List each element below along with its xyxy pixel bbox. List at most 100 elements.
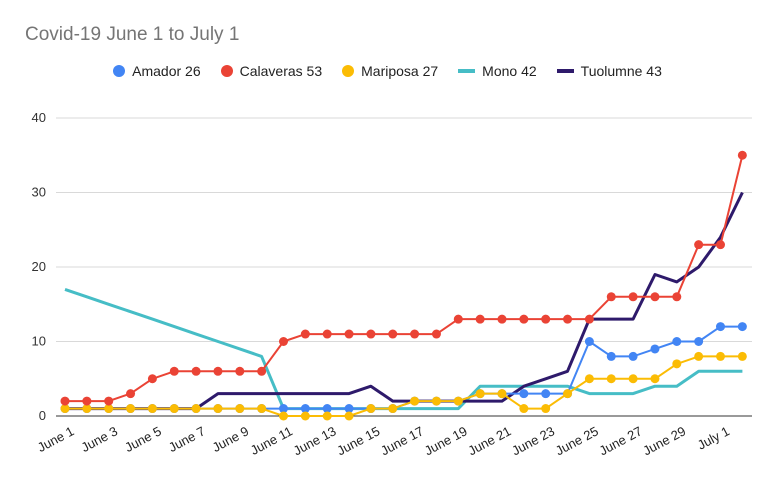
y-tick-label: 10	[32, 334, 46, 349]
x-tick-label: June 21	[466, 423, 514, 458]
x-tick-label: June 17	[378, 423, 426, 458]
data-point-mariposa	[366, 404, 376, 414]
data-point-calaveras	[126, 389, 136, 399]
data-point-calaveras	[388, 329, 398, 339]
chart-legend: Amador 26 Calaveras 53 Mariposa 27 Mono …	[0, 63, 775, 79]
data-point-amador	[541, 389, 551, 399]
data-point-amador	[628, 351, 638, 361]
y-tick-label: 40	[32, 110, 46, 125]
data-point-calaveras	[410, 329, 420, 339]
data-point-amador	[519, 389, 529, 399]
x-tick-label: June 9	[210, 423, 252, 455]
data-point-calaveras	[213, 366, 223, 376]
data-point-mariposa	[497, 389, 507, 399]
data-point-amador	[584, 337, 594, 346]
data-point-mariposa	[519, 404, 529, 414]
data-point-mariposa	[60, 404, 70, 414]
series-line-mariposa	[65, 355, 743, 417]
x-tick-label: June 29	[640, 423, 688, 458]
legend-item-tuolumne[interactable]: Tuolumne 43	[556, 63, 662, 79]
legend-label-calaveras: Calaveras 53	[239, 63, 323, 79]
data-point-amador	[279, 404, 288, 414]
y-tick-label: 0	[39, 408, 46, 423]
data-point-calaveras	[497, 314, 507, 324]
legend-marker-mariposa	[342, 65, 355, 77]
legend-label-mono: Mono 42	[482, 63, 537, 79]
data-point-amador	[606, 351, 616, 361]
data-point-amador	[737, 322, 747, 332]
legend-marker-amador	[113, 65, 126, 77]
legend-item-calaveras[interactable]: Calaveras 53	[220, 63, 323, 79]
data-point-mariposa	[672, 359, 682, 369]
data-point-calaveras	[169, 366, 179, 376]
legend-label-mariposa: Mariposa 27	[361, 63, 439, 79]
data-point-calaveras	[279, 337, 288, 346]
legend-marker-mono	[458, 69, 476, 73]
legend-label-tuolumne: Tuolumne 43	[580, 63, 662, 79]
legend-item-mariposa[interactable]: Mariposa 27	[342, 63, 438, 79]
data-point-mariposa	[650, 374, 660, 384]
data-point-calaveras	[147, 374, 157, 384]
data-point-mariposa	[213, 404, 223, 414]
data-point-calaveras	[672, 292, 682, 302]
x-tick-label: June 5	[122, 423, 164, 455]
data-point-mariposa	[716, 351, 725, 361]
legend-item-amador[interactable]: Amador 26	[113, 63, 201, 79]
series-line-mono	[64, 287, 743, 411]
y-tick-label: 20	[32, 259, 46, 274]
data-point-amador	[650, 344, 660, 354]
data-point-amador	[672, 337, 682, 346]
x-tick-label: June 13	[291, 423, 339, 458]
legend-item-mono[interactable]: Mono 42	[458, 63, 537, 79]
data-point-calaveras	[104, 396, 114, 406]
data-point-calaveras	[431, 329, 441, 339]
data-point-mariposa	[104, 404, 114, 414]
data-point-mariposa	[82, 404, 92, 414]
data-point-calaveras	[650, 292, 660, 302]
data-point-amador	[694, 337, 704, 346]
data-point-calaveras	[344, 329, 354, 339]
data-point-calaveras	[563, 314, 573, 324]
legend-label-amador: Amador 26	[132, 63, 201, 79]
x-tick-label: June 23	[509, 423, 557, 458]
series-line-amador	[65, 325, 743, 410]
data-point-calaveras	[541, 314, 551, 324]
data-point-calaveras	[191, 366, 201, 376]
x-tick-label: June 11	[248, 423, 295, 458]
data-point-mariposa	[344, 411, 354, 421]
x-tick-label: July 1	[695, 423, 732, 452]
data-point-mariposa	[410, 396, 420, 406]
data-point-amador	[716, 322, 725, 332]
data-point-mariposa	[322, 411, 332, 421]
data-point-calaveras	[235, 366, 245, 376]
data-point-calaveras	[737, 150, 747, 160]
x-tick-label: June 15	[334, 423, 382, 458]
data-point-mariposa	[388, 404, 398, 414]
data-point-mariposa	[300, 411, 310, 421]
data-point-calaveras	[366, 329, 376, 339]
data-point-calaveras	[82, 396, 92, 406]
data-point-calaveras	[584, 314, 594, 324]
x-tick-label: June 25	[553, 423, 601, 458]
data-point-mariposa	[475, 389, 485, 399]
data-point-amador	[300, 404, 310, 414]
x-tick-label: June 1	[35, 423, 77, 455]
data-point-mariposa	[584, 374, 594, 384]
data-point-mariposa	[235, 404, 245, 414]
data-point-mariposa	[563, 389, 573, 399]
series-line-tuolumne	[65, 191, 744, 411]
data-point-mariposa	[126, 404, 136, 414]
data-point-mariposa	[453, 396, 463, 406]
data-point-calaveras	[300, 329, 310, 339]
data-point-mariposa	[257, 404, 267, 414]
data-point-mariposa	[628, 374, 638, 384]
data-point-calaveras	[60, 396, 70, 406]
data-point-calaveras	[322, 329, 332, 339]
x-tick-label: June 27	[597, 423, 645, 458]
data-point-mariposa	[694, 351, 704, 361]
legend-marker-tuolumne	[556, 69, 574, 73]
data-point-mariposa	[169, 404, 179, 414]
data-point-amador	[322, 404, 332, 414]
x-tick-label: June 7	[166, 423, 208, 455]
